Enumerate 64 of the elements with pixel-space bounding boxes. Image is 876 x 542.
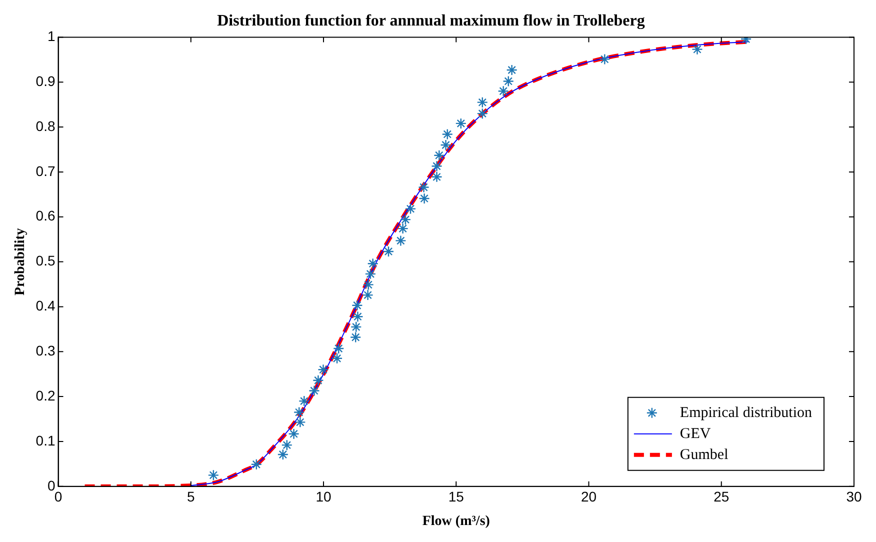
x-tick-label: 30 [846, 488, 862, 505]
x-tick-label: 25 [714, 488, 730, 505]
point [331, 352, 343, 364]
point [506, 64, 518, 76]
point [498, 86, 509, 97]
point [418, 182, 430, 193]
point [404, 203, 416, 214]
y-tick-label: 0.4 [36, 298, 56, 314]
point [308, 385, 320, 396]
point [440, 139, 452, 151]
y-tick-label: 0 [47, 477, 56, 494]
x-tick-label: 10 [316, 488, 332, 505]
y-tick-label: 0.9 [36, 72, 56, 89]
legend-label: Empirical distribution [680, 404, 812, 421]
x-tick-label: 20 [580, 488, 597, 505]
point [288, 428, 300, 440]
point [281, 439, 293, 451]
point [431, 160, 442, 172]
y-tick-label: 0.2 [36, 387, 56, 404]
point [294, 416, 306, 428]
point [350, 321, 362, 333]
point [294, 406, 305, 418]
point [476, 96, 488, 108]
point [333, 342, 344, 354]
point [431, 171, 442, 182]
point [208, 470, 220, 481]
point [367, 258, 378, 270]
point [400, 214, 412, 226]
y-tick-label: 0.7 [36, 162, 56, 179]
point [352, 300, 363, 311]
y-tick-label: 1 [47, 28, 56, 44]
x-tick-label: 15 [448, 488, 464, 505]
point [434, 150, 445, 161]
y-tick-label: 0.3 [36, 342, 56, 358]
point [352, 311, 364, 322]
x-tick-label: 5 [186, 488, 195, 505]
point [362, 279, 374, 290]
point [455, 118, 467, 130]
point [502, 76, 514, 87]
point [318, 364, 329, 376]
point [395, 235, 406, 246]
point [442, 128, 453, 140]
point [692, 44, 703, 55]
y-tick-label: 0.6 [36, 208, 56, 224]
legend-label: GEV [680, 426, 711, 442]
point [312, 374, 324, 386]
point [298, 395, 310, 407]
point [364, 268, 376, 280]
x-axis-title: Flow (m³/s) [422, 514, 490, 530]
point [397, 222, 408, 234]
point [476, 108, 488, 120]
y-tick-label: 0.8 [36, 118, 56, 134]
legend-label: Gumbel [680, 446, 728, 463]
point [350, 332, 362, 343]
y-tick-label: 0.5 [36, 252, 56, 269]
y-axis-title: Probability [13, 228, 28, 296]
point [277, 448, 289, 460]
point [362, 289, 374, 301]
chart-title: Distribution function for annnual maximum flow in Trolleberg [217, 12, 645, 30]
point [250, 458, 262, 470]
y-tick-label: 0.1 [36, 432, 56, 448]
point [418, 192, 430, 204]
point [599, 54, 610, 65]
point [382, 246, 394, 258]
